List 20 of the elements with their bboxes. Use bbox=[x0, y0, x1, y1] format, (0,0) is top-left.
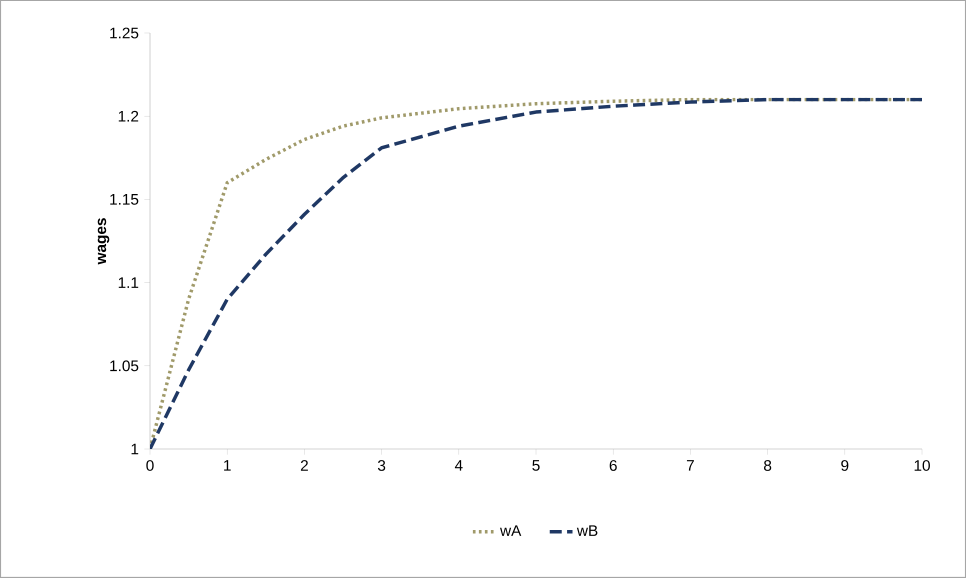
y-tick-label: 1 bbox=[132, 444, 138, 454]
y-tick-label: 1.05 bbox=[110, 360, 138, 372]
x-tick-label: 6 bbox=[610, 460, 617, 471]
legend-label: wB bbox=[576, 525, 598, 536]
x-tick-label: 10 bbox=[914, 460, 930, 471]
x-tick-label: 3 bbox=[378, 460, 386, 471]
x-tick-label: 8 bbox=[764, 460, 772, 471]
x-tick-label: 4 bbox=[454, 460, 463, 471]
x-tick-label: 7 bbox=[686, 460, 694, 471]
x-tick-label: 0 bbox=[146, 460, 154, 471]
x-tick-label: 1 bbox=[224, 460, 231, 471]
x-tick-label: 9 bbox=[841, 460, 848, 471]
y-tick-label: 1.2 bbox=[118, 110, 138, 122]
y-axis-title: wages bbox=[98, 218, 110, 264]
legend-label: wA bbox=[500, 525, 522, 536]
x-tick-label: 2 bbox=[300, 460, 308, 471]
y-tick-label: 1.15 bbox=[110, 194, 138, 205]
y-tick-label: 1.25 bbox=[110, 28, 138, 38]
y-tick-label: 1.1 bbox=[118, 277, 138, 288]
x-tick-label: 5 bbox=[532, 460, 540, 471]
